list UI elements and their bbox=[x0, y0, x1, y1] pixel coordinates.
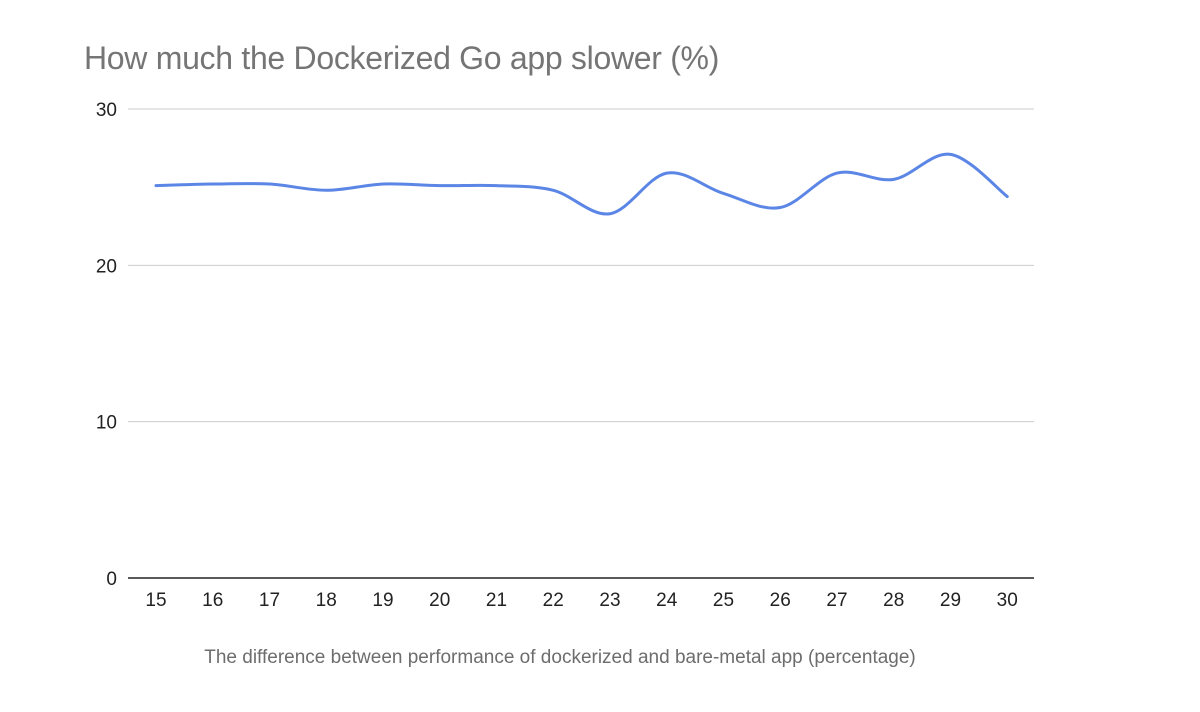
data-point bbox=[268, 183, 271, 186]
y-axis-ticks: 0 10 20 30 bbox=[96, 100, 1034, 590]
y-tick-label: 10 bbox=[96, 413, 117, 434]
data-point bbox=[609, 212, 612, 215]
y-tick-label: 30 bbox=[96, 100, 117, 121]
x-tick-label: 15 bbox=[145, 590, 166, 611]
data-point bbox=[892, 178, 895, 181]
data-point bbox=[836, 172, 839, 175]
x-tick-label: 23 bbox=[599, 590, 620, 611]
data-point bbox=[552, 189, 555, 192]
data-point bbox=[325, 189, 328, 192]
x-tick-label: 21 bbox=[486, 590, 507, 611]
data-point bbox=[949, 153, 952, 156]
data-point bbox=[665, 172, 668, 175]
data-point bbox=[211, 183, 214, 186]
x-tick-label: 22 bbox=[543, 590, 564, 611]
x-tick-label: 19 bbox=[372, 590, 393, 611]
x-tick-label: 20 bbox=[429, 590, 450, 611]
x-tick-label: 16 bbox=[202, 590, 223, 611]
x-tick-label: 30 bbox=[997, 590, 1018, 611]
x-tick-label: 18 bbox=[316, 590, 337, 611]
data-point bbox=[438, 184, 441, 187]
series-line bbox=[154, 152, 1009, 216]
x-tick-label: 17 bbox=[259, 590, 280, 611]
x-tick-label: 24 bbox=[656, 590, 678, 611]
x-tick-label: 26 bbox=[770, 590, 791, 611]
x-tick-label: 29 bbox=[940, 590, 961, 611]
data-point bbox=[382, 183, 385, 186]
y-tick-label: 0 bbox=[106, 569, 117, 590]
data-point bbox=[1006, 195, 1009, 198]
data-point bbox=[779, 206, 782, 209]
data-point bbox=[155, 184, 158, 187]
x-tick-label: 28 bbox=[883, 590, 904, 611]
y-tick-label: 20 bbox=[96, 256, 117, 277]
x-tick-label: 25 bbox=[713, 590, 734, 611]
series-layer bbox=[154, 152, 1009, 216]
data-point bbox=[722, 192, 725, 195]
chart-title: How much the Dockerized Go app slower (%… bbox=[84, 40, 720, 76]
x-axis-ticks: 15 16 17 18 19 20 21 22 23 24 25 26 27 28 29 30 bbox=[145, 590, 1017, 611]
data-point bbox=[495, 184, 498, 187]
x-tick-label: 27 bbox=[826, 590, 847, 611]
chart-caption: The difference between performance of do… bbox=[204, 647, 916, 668]
gridlines bbox=[128, 108, 1034, 423]
